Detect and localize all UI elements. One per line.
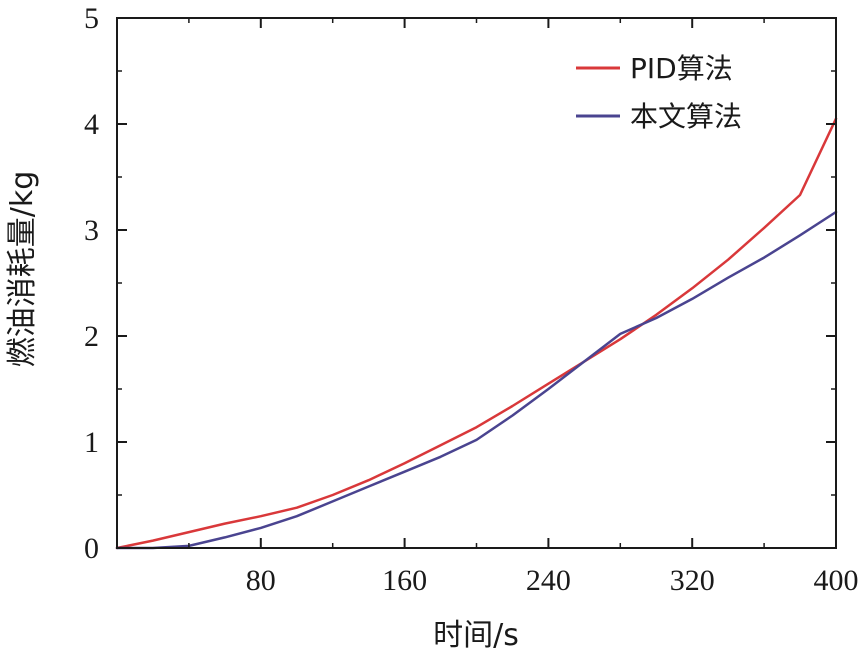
series-line-proposed (115, 210, 838, 550)
x-tick-label: 80 (246, 564, 276, 597)
x-tick-label: 400 (814, 564, 859, 597)
x-axis-label: 时间/s (433, 618, 519, 653)
series-line-pid (115, 117, 838, 550)
y-tick-label: 5 (84, 2, 99, 35)
y-tick-label: 3 (84, 214, 99, 247)
x-tick-label: 240 (526, 564, 571, 597)
legend-label-pid: PID算法 (630, 52, 733, 85)
axis-ticks (117, 17, 837, 549)
plot-frame (116, 17, 837, 549)
y-tick-label: 1 (84, 426, 99, 459)
y-axis-label: 燃油消耗量/kg (5, 171, 40, 368)
y-tick-label: 2 (84, 320, 99, 353)
x-tick-label: 320 (670, 564, 715, 597)
legend: PID算法 本文算法 (576, 52, 742, 133)
tick-labels: 80 160 240 320 400 0 1 2 3 4 5 (84, 2, 859, 597)
x-tick-label: 160 (382, 564, 427, 597)
plot-marks (115, 117, 838, 550)
y-tick-label: 0 (84, 532, 99, 565)
y-tick-label: 4 (84, 108, 99, 141)
legend-label-proposed: 本文算法 (630, 100, 742, 133)
